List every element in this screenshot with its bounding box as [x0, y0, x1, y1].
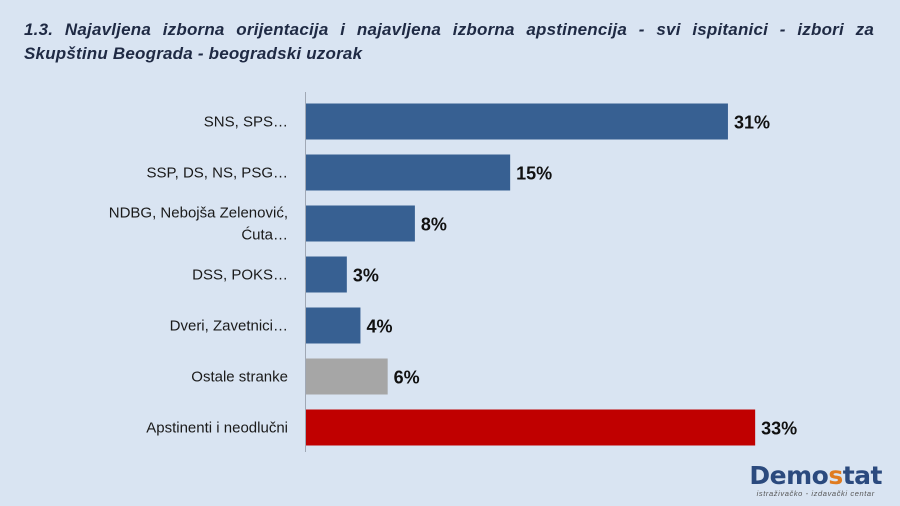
- category-label-2-1: Ćuta…: [241, 227, 288, 244]
- demostat-logo: Demostat istraživačko - izdavački centar: [749, 461, 882, 499]
- value-label-3: 3%: [353, 266, 379, 286]
- bar-4: [306, 307, 361, 344]
- bar-3: [306, 256, 347, 293]
- value-label-4: 4%: [366, 317, 392, 337]
- category-label-6: Apstinenti i neodlučni: [146, 420, 288, 437]
- category-label-4: Dveri, Zavetnici…: [170, 318, 288, 335]
- category-label-1: SSP, DS, NS, PSG…: [147, 165, 288, 182]
- bar-0: [306, 103, 728, 140]
- value-label-6: 33%: [761, 419, 797, 439]
- chart-title: 1.3. Najavljena izborna orijentacija i n…: [24, 20, 874, 63]
- value-label-2: 8%: [421, 215, 447, 235]
- category-label-3: DSS, POKS…: [192, 267, 288, 284]
- category-label-0: SNS, SPS…: [204, 114, 288, 131]
- bars-layer: 31% SNS, SPS… 15% SSP, DS, NS, PSG… 8% NDBG, …: [109, 103, 797, 446]
- category-label-2-0: NDBG, Nebojša Zelenović,: [109, 205, 288, 222]
- value-label-5: 6%: [394, 368, 420, 388]
- bar-1: [306, 154, 511, 191]
- value-label-0: 31%: [734, 113, 770, 133]
- bar-2: [306, 205, 415, 242]
- logo-wordmark: Demostat: [749, 461, 882, 490]
- logo-subtitle: istraživačko - izdavački centar: [756, 489, 875, 498]
- bar-5: [306, 358, 388, 395]
- bar-6: [306, 409, 756, 446]
- category-label-5: Ostale stranke: [191, 369, 288, 386]
- value-label-1: 15%: [516, 164, 552, 184]
